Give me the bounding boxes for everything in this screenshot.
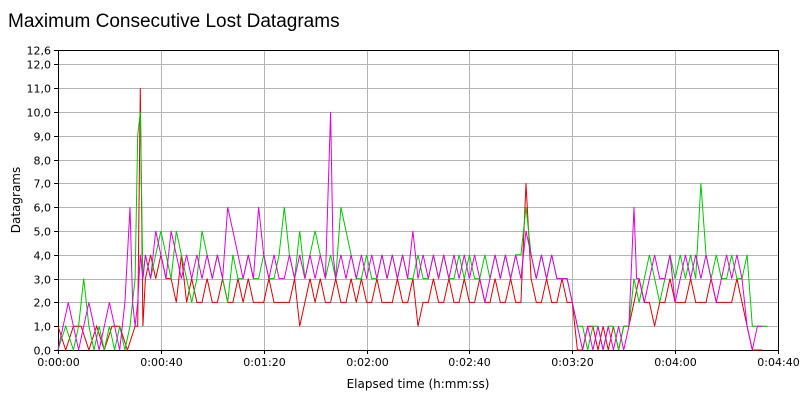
series-line-3: [57, 111, 763, 351]
y-tick-label: 4,0: [34, 250, 52, 263]
y-tick-label: 0,0: [34, 345, 52, 358]
x-tick-label: 0:03:20: [551, 356, 593, 369]
y-tick-label: 6,0: [34, 202, 52, 215]
y-tick-label: 3,0: [34, 274, 52, 287]
x-axis-title: Elapsed time (h:mm:ss): [347, 377, 490, 391]
y-tick-label: 12,0: [27, 59, 52, 72]
y-tick-label: 2,0: [34, 297, 52, 310]
y-tick-label: 11,0: [27, 83, 52, 96]
y-axis-ticks: 0,0 1,0 2,0 3,0 4,0 5,0 6,0 7,0 8,0 9,0 10,0 11,0 12…: [27, 45, 58, 358]
y-axis-title: Datagrams: [9, 167, 23, 234]
y-tick-label: 5,0: [34, 226, 52, 239]
series-lines: [57, 88, 768, 352]
y-tick-label: 10,0: [27, 107, 52, 120]
x-tick-label: 0:00:40: [140, 356, 182, 369]
y-tick-label: 1,0: [34, 321, 52, 334]
series-line-2: [57, 111, 768, 352]
chart-title: Maximum Consecutive Lost Datagrams: [8, 11, 340, 32]
y-tick-label: 7,0: [34, 178, 52, 191]
x-tick-label: 0:00:00: [37, 356, 79, 369]
x-tick-label: 0:04:40: [757, 356, 799, 369]
plot-area: [58, 50, 779, 351]
grid-lines: [58, 50, 779, 351]
y-tick-label: 8,0: [34, 155, 52, 168]
x-tick-label: 0:02:00: [346, 356, 388, 369]
y-tick-label: 9,0: [34, 131, 52, 144]
y-tick-label: 12,6: [27, 45, 52, 58]
series-line-1: [57, 88, 763, 352]
x-tick-label: 0:04:00: [654, 356, 696, 369]
x-tick-label: 0:02:40: [448, 356, 490, 369]
x-tick-label: 0:01:20: [243, 356, 285, 369]
x-axis-ticks: 0:00:00 0:00:40 0:01:20 0:02:00 0:02:40 0:03:…: [37, 350, 800, 369]
